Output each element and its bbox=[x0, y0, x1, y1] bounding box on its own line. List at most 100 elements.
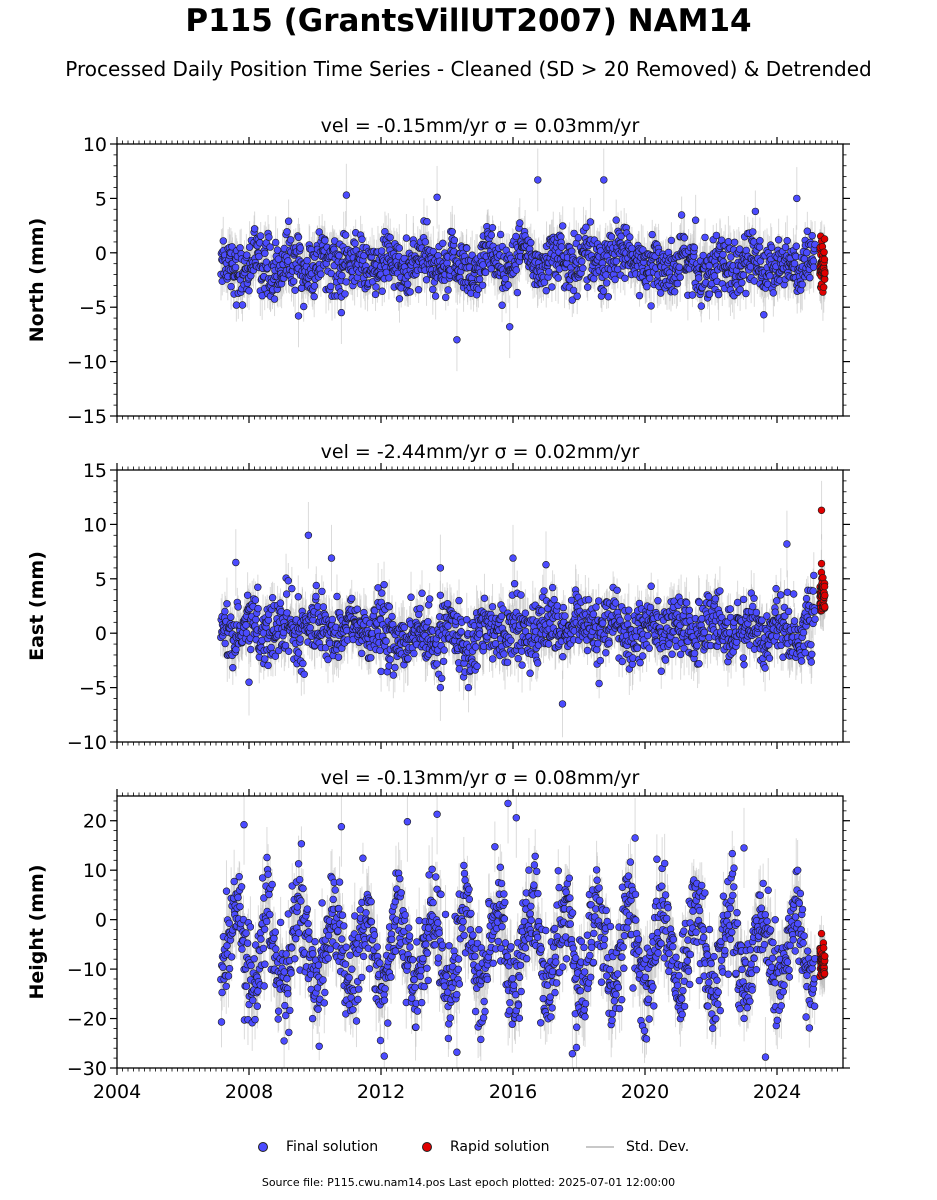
data-points bbox=[217, 176, 829, 344]
final-solution-point bbox=[272, 238, 280, 247]
final-solution-point bbox=[338, 271, 346, 280]
final-solution-point bbox=[557, 243, 566, 251]
final-solution-point bbox=[675, 263, 683, 271]
final-solution-point bbox=[414, 286, 423, 294]
final-solution-point bbox=[690, 243, 699, 252]
final-solution-point bbox=[385, 274, 393, 282]
y-tick-label: 5 bbox=[95, 188, 107, 210]
final-solution-point bbox=[621, 274, 629, 282]
final-solution-point bbox=[487, 231, 496, 239]
final-solution-point bbox=[261, 249, 269, 258]
final-solution-point bbox=[513, 288, 522, 297]
final-solution-point bbox=[656, 289, 665, 297]
final-solution-point bbox=[738, 279, 746, 287]
final-solution-point bbox=[444, 286, 452, 294]
final-solution-point bbox=[694, 274, 703, 282]
final-solution-point bbox=[351, 239, 359, 248]
final-solution-point bbox=[809, 263, 818, 271]
final-solution-point bbox=[429, 247, 437, 256]
final-solution-point bbox=[735, 245, 744, 253]
final-solution-point bbox=[774, 236, 783, 244]
final-solution-point bbox=[798, 280, 806, 289]
final-solution-point bbox=[635, 291, 644, 300]
panel-title: vel = -0.15mm/yr σ = 0.03mm/yr bbox=[321, 115, 640, 137]
final-solution-point bbox=[612, 257, 620, 265]
final-solution-point bbox=[727, 253, 735, 261]
plot-area bbox=[217, 480, 829, 738]
final-solution-point bbox=[341, 290, 349, 298]
final-solution-point bbox=[498, 301, 506, 309]
final-solution-point bbox=[501, 275, 509, 283]
final-solution-point bbox=[287, 236, 295, 244]
page-subtitle: Processed Daily Position Time Series - C… bbox=[65, 57, 872, 81]
final-solution-point bbox=[404, 280, 412, 288]
final-solution-point bbox=[617, 232, 625, 241]
final-solution-point bbox=[648, 230, 656, 239]
final-solution-point bbox=[296, 244, 304, 252]
final-solution-point bbox=[719, 250, 727, 259]
final-solution-point bbox=[751, 207, 760, 216]
y-tick-label: 10 bbox=[83, 134, 107, 156]
final-solution-point bbox=[604, 293, 612, 301]
final-solution-point bbox=[512, 232, 520, 241]
final-solution-point bbox=[481, 268, 490, 277]
final-solution-point bbox=[273, 246, 282, 254]
final-solution-point bbox=[245, 243, 254, 251]
final-solution-point bbox=[676, 273, 684, 281]
final-solution-point bbox=[284, 257, 292, 265]
final-solution-point bbox=[337, 308, 346, 317]
final-solution-point bbox=[579, 264, 587, 272]
final-solution-point bbox=[342, 231, 350, 239]
final-solution-point bbox=[219, 237, 228, 245]
final-solution-point bbox=[647, 302, 655, 310]
final-solution-point bbox=[372, 283, 380, 291]
final-solution-point bbox=[448, 228, 456, 236]
rapid-solution-point bbox=[819, 283, 828, 291]
final-solution-point bbox=[429, 285, 437, 294]
final-solution-point bbox=[790, 259, 799, 268]
final-solution-point bbox=[488, 224, 497, 232]
final-solution-point bbox=[701, 233, 709, 242]
final-solution-point bbox=[255, 252, 263, 261]
final-solution-point bbox=[321, 236, 329, 245]
final-solution-point bbox=[750, 277, 758, 285]
final-solution-point bbox=[574, 234, 582, 242]
final-solution-point bbox=[421, 238, 429, 246]
final-solution-point bbox=[714, 290, 723, 299]
final-solution-point bbox=[534, 176, 542, 184]
final-solution-point bbox=[433, 193, 441, 202]
final-solution-point bbox=[335, 252, 343, 260]
final-solution-point bbox=[568, 247, 576, 256]
final-solution-point bbox=[298, 284, 306, 292]
final-solution-point bbox=[487, 265, 495, 273]
final-solution-point bbox=[739, 271, 748, 279]
final-solution-point bbox=[232, 301, 241, 309]
final-solution-point bbox=[463, 244, 471, 252]
final-solution-point bbox=[300, 302, 308, 311]
final-solution-point bbox=[628, 244, 636, 253]
final-solution-point bbox=[582, 223, 590, 232]
final-solution-point bbox=[626, 233, 634, 241]
y-tick-label: −5 bbox=[79, 297, 107, 319]
final-solution-point bbox=[303, 256, 311, 265]
final-solution-point bbox=[688, 291, 697, 299]
final-solution-point bbox=[793, 194, 801, 203]
final-solution-point bbox=[586, 218, 595, 226]
final-solution-point bbox=[803, 227, 811, 235]
final-solution-point bbox=[670, 288, 679, 296]
final-solution-point bbox=[756, 237, 764, 245]
final-solution-point bbox=[699, 251, 707, 260]
final-solution-point bbox=[611, 275, 619, 284]
final-solution-point bbox=[291, 286, 299, 294]
final-solution-point bbox=[568, 296, 576, 304]
final-solution-point bbox=[545, 268, 553, 276]
y-tick-label: −15 bbox=[67, 406, 107, 428]
final-solution-point bbox=[516, 219, 524, 227]
final-solution-point bbox=[602, 271, 610, 279]
rapid-solution-point bbox=[820, 235, 829, 243]
final-solution-point bbox=[783, 237, 791, 245]
final-solution-point bbox=[558, 222, 567, 230]
final-solution-point bbox=[439, 239, 447, 248]
